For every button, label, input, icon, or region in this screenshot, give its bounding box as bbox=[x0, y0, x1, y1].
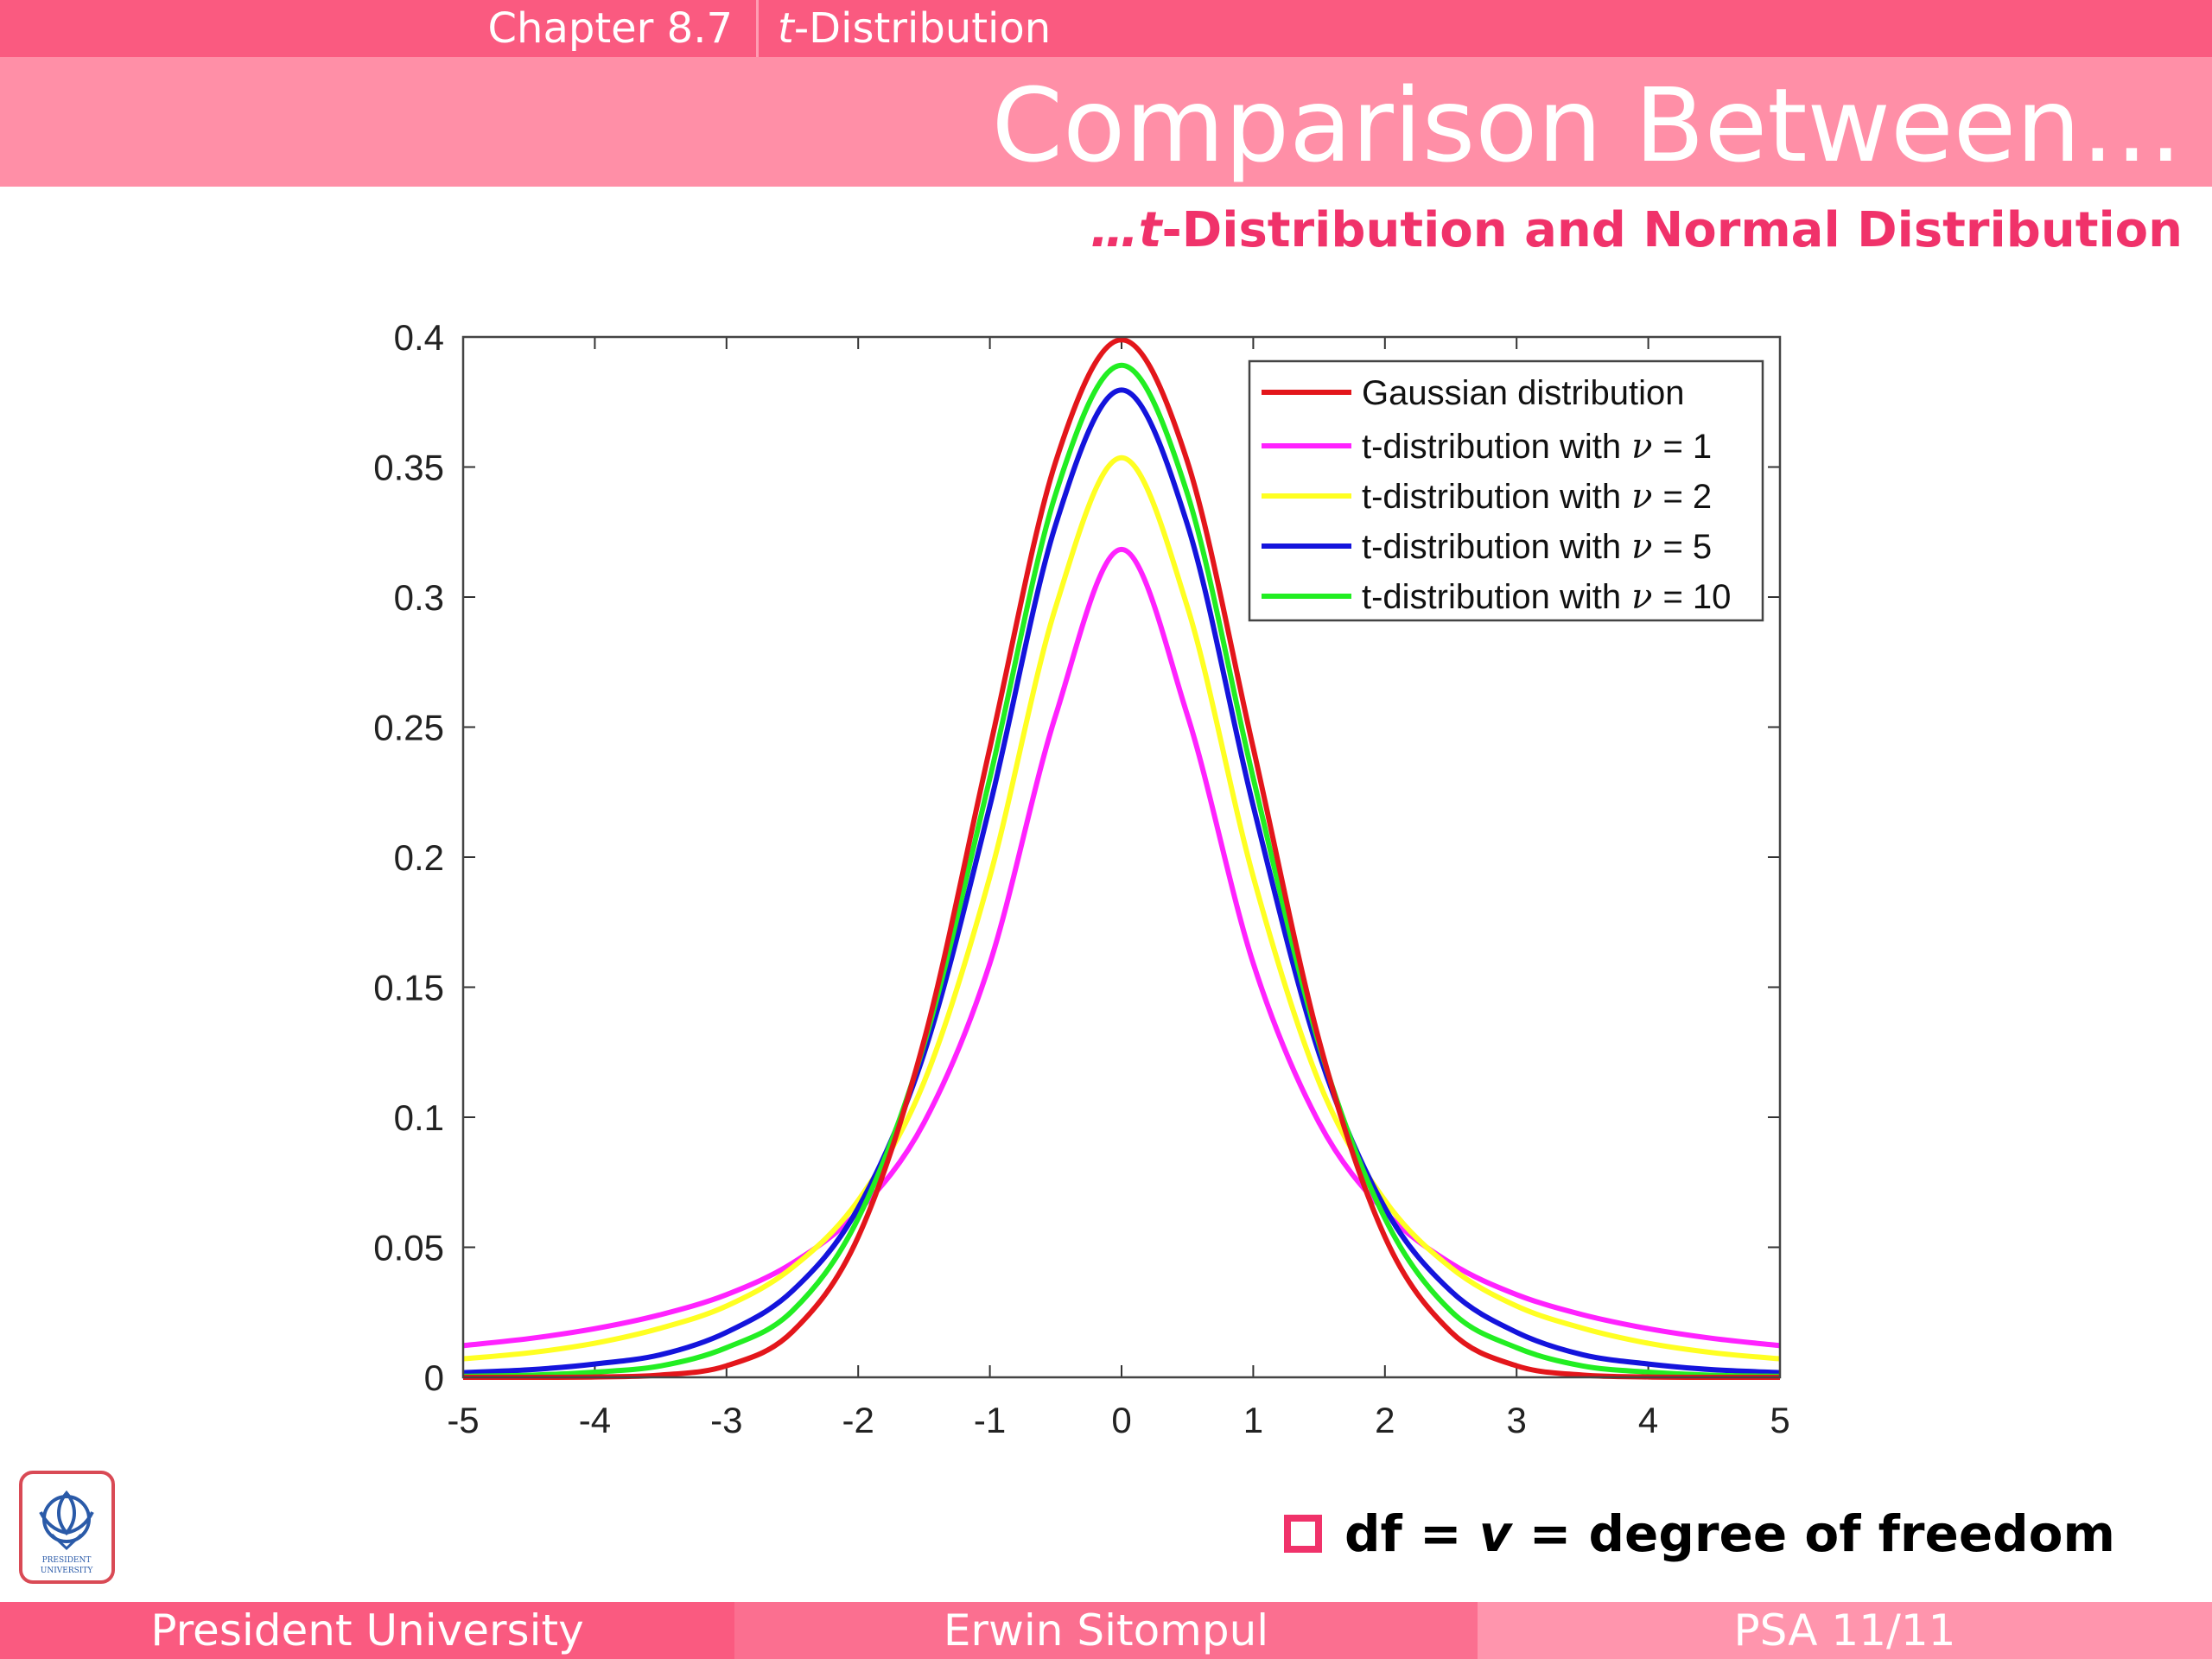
y-tick-label: 0.35 bbox=[373, 448, 444, 488]
legend-label-text: t-distribution with bbox=[1362, 528, 1621, 566]
legend-nu-symbol: ν bbox=[1631, 527, 1652, 567]
y-tick-label: 0.2 bbox=[394, 837, 444, 878]
series-line-1 bbox=[462, 546, 1781, 1349]
legend-nu-value: = 1 bbox=[1662, 428, 1712, 466]
x-tick-label: 3 bbox=[1507, 1400, 1527, 1440]
x-tick-label: 5 bbox=[1770, 1400, 1789, 1440]
x-tick-label: 4 bbox=[1638, 1400, 1658, 1440]
degree-of-freedom-note: df = v = degree of freedom bbox=[1284, 1503, 2115, 1564]
square-bullet-icon bbox=[1284, 1515, 1322, 1553]
y-tick-label: 0.25 bbox=[373, 708, 444, 748]
x-tick-label: -3 bbox=[710, 1400, 742, 1440]
logo-text-line2: UNIVERSITY bbox=[41, 1567, 94, 1575]
slide-subtitle: …t-Distribution and Normal Distribution bbox=[1090, 200, 2183, 261]
series-line-3 bbox=[462, 387, 1781, 1376]
university-logo: PRESIDENT UNIVERSITY bbox=[19, 1471, 115, 1584]
legend-nu-value: = 10 bbox=[1662, 578, 1731, 616]
legend-label-text: Gaussian distribution bbox=[1362, 374, 1685, 412]
x-tick-label: -5 bbox=[447, 1400, 479, 1440]
legend-nu-value: = 2 bbox=[1662, 478, 1712, 516]
x-tick-label: 2 bbox=[1375, 1400, 1395, 1440]
x-tick-label: -4 bbox=[579, 1400, 611, 1440]
subtitle-prefix: … bbox=[1090, 202, 1139, 258]
x-tick-label: 0 bbox=[1111, 1400, 1131, 1440]
plot-frame bbox=[461, 335, 1782, 1379]
x-tick-label: -2 bbox=[842, 1400, 874, 1440]
footer-institution: President University bbox=[0, 1602, 734, 1659]
legend-nu-symbol: ν bbox=[1631, 477, 1652, 517]
subtitle-rest: -Distribution and Normal Distribution bbox=[1161, 202, 2183, 258]
x-tick-label: 1 bbox=[1243, 1400, 1263, 1440]
y-tick-label: 0 bbox=[424, 1357, 444, 1398]
legend-label-4: t-distribution with ν = 10 bbox=[1362, 577, 1731, 617]
y-tick-label: 0.4 bbox=[394, 317, 444, 358]
distribution-chart: -5 -4 -3 -2 -1 0 1 2 3 4 5 0 0.05 0.1 0.15 0.2 0.25 0.3 0.… bbox=[373, 317, 1789, 1440]
note-prefix: df = bbox=[1344, 1504, 1479, 1563]
logo-text-line1: PRESIDENT bbox=[42, 1556, 92, 1565]
y-tick-label: 0.1 bbox=[394, 1097, 444, 1138]
series-line-0 bbox=[462, 337, 1780, 1381]
legend-nu-symbol: ν bbox=[1631, 577, 1652, 617]
page-title: Comparison Between… bbox=[991, 66, 2183, 185]
legend-label-0: Gaussian distribution bbox=[1362, 374, 1685, 412]
subtitle-italic: t bbox=[1138, 202, 1162, 258]
chapter-divider bbox=[756, 0, 759, 57]
legend-label-1: t-distribution with ν = 1 bbox=[1362, 427, 1712, 467]
y-tick-label: 0.05 bbox=[373, 1228, 444, 1268]
legend-nu-symbol: ν bbox=[1631, 427, 1652, 467]
legend-label-2: t-distribution with ν = 2 bbox=[1362, 477, 1712, 517]
legend-label-text: t-distribution with bbox=[1362, 428, 1621, 466]
note-suffix: = degree of freedom bbox=[1511, 1504, 2115, 1563]
section-label: t-Distribution bbox=[778, 0, 1051, 57]
section-label-rest: -Distribution bbox=[793, 4, 1052, 53]
title-bar bbox=[0, 57, 2212, 187]
legend-label-text: t-distribution with bbox=[1362, 478, 1621, 516]
chapter-bar: Chapter 8.7 t-Distribution bbox=[0, 0, 2212, 57]
chapter-label: Chapter 8.7 bbox=[487, 4, 734, 53]
y-tick-label: 0.15 bbox=[373, 968, 444, 1008]
footer-author: Erwin Sitompul bbox=[734, 1602, 1478, 1659]
series-line-2 bbox=[462, 454, 1781, 1362]
footer-bar: President University Erwin Sitompul PSA … bbox=[0, 1602, 2212, 1659]
legend-label-3: t-distribution with ν = 5 bbox=[1362, 527, 1712, 567]
legend-label-text: t-distribution with bbox=[1362, 578, 1621, 616]
legend-nu-value: = 5 bbox=[1662, 528, 1712, 566]
chart-legend bbox=[1248, 359, 1764, 622]
note-italic: v bbox=[1478, 1504, 1512, 1563]
x-tick-label: -1 bbox=[974, 1400, 1006, 1440]
footer-page-number: PSA 11/11 bbox=[1478, 1602, 2212, 1659]
section-label-italic: t bbox=[778, 4, 794, 53]
series-line-4 bbox=[462, 362, 1781, 1379]
y-tick-label: 0.3 bbox=[394, 577, 444, 618]
